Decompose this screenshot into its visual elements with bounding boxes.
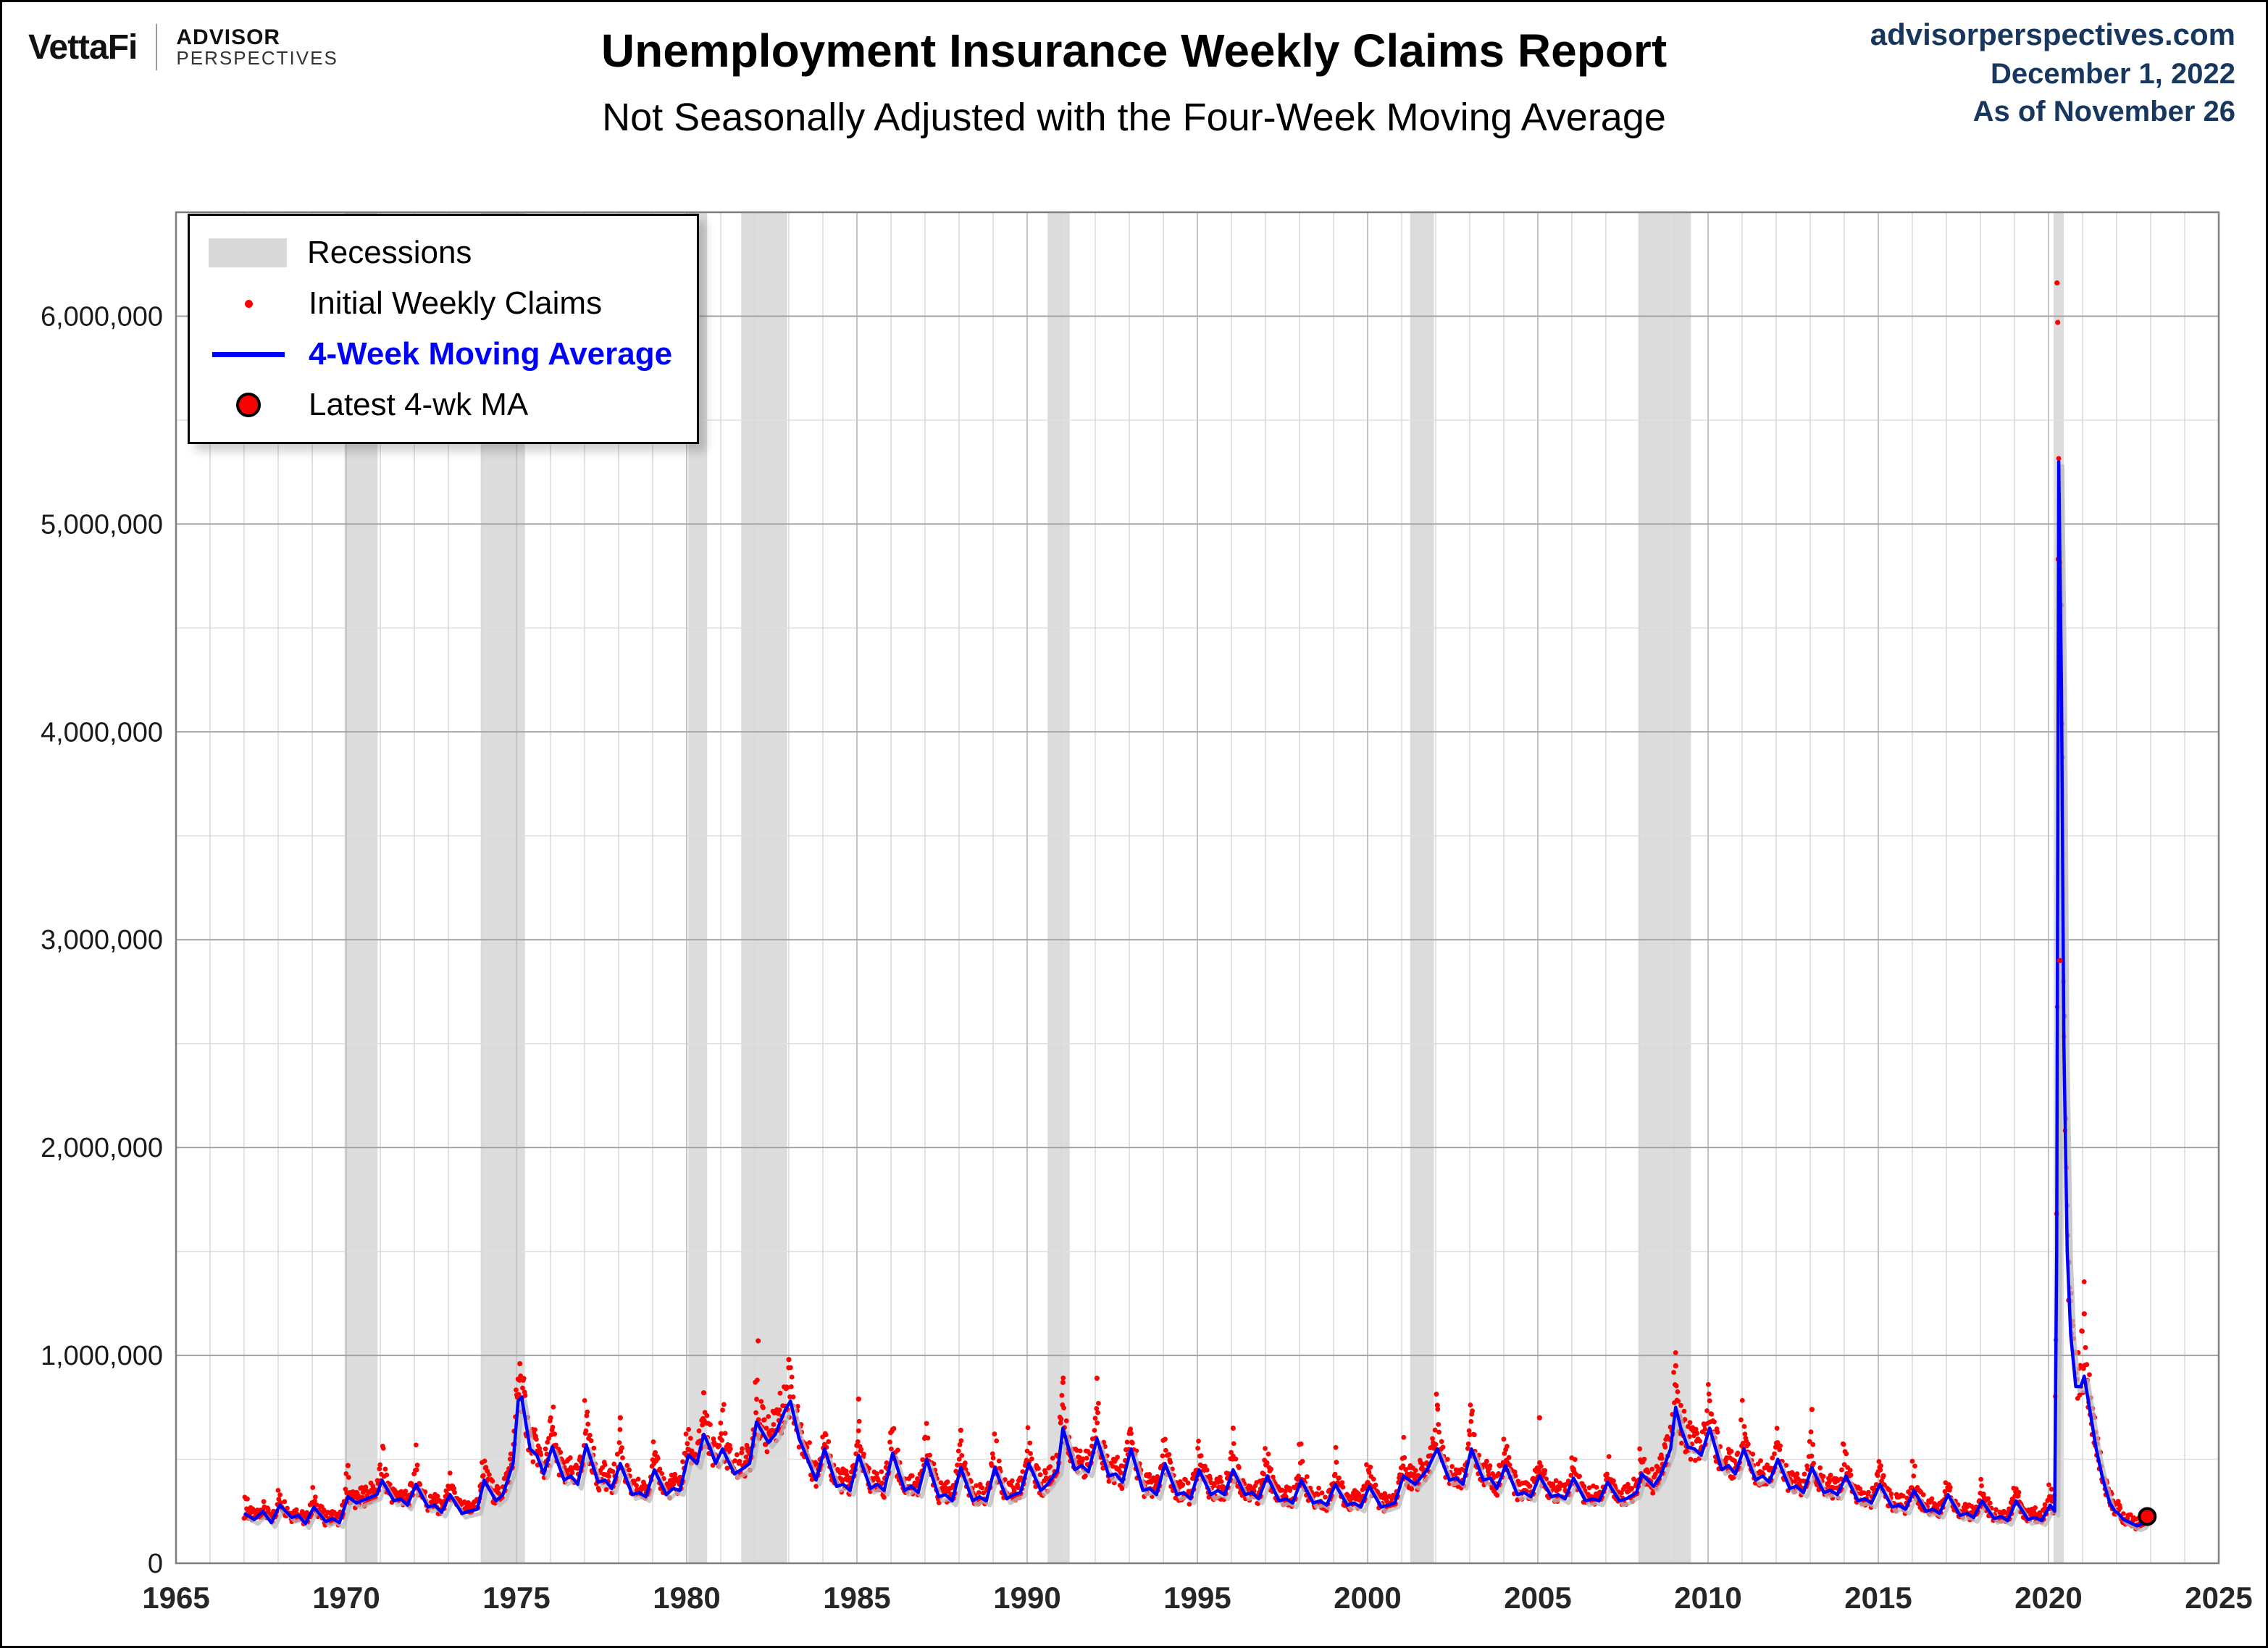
legend-label-latest-ma: Latest 4-wk MA xyxy=(309,387,529,422)
svg-text:1995: 1995 xyxy=(1163,1581,1231,1615)
legend-label-moving-average: 4-Week Moving Average xyxy=(309,336,673,372)
legend-item-recessions: Recessions xyxy=(209,227,672,278)
page-title: Unemployment Insurance Weekly Claims Rep… xyxy=(601,25,1667,77)
svg-text:2,000,000: 2,000,000 xyxy=(41,1133,163,1163)
svg-text:2000: 2000 xyxy=(1334,1581,1401,1615)
red-dot-icon xyxy=(209,299,288,308)
latest-dot-icon xyxy=(209,393,288,417)
svg-text:3,000,000: 3,000,000 xyxy=(41,925,163,955)
vettafi-logo: VettaFi xyxy=(28,28,138,67)
svg-text:1965: 1965 xyxy=(142,1581,209,1615)
svg-text:1990: 1990 xyxy=(993,1581,1060,1615)
svg-text:2010: 2010 xyxy=(1674,1581,1741,1615)
legend-item-initial-claims: Initial Weekly Claims xyxy=(209,278,672,329)
advisor-perspectives-logo: ADVISOR PERSPECTIVES xyxy=(176,26,338,69)
blue-line-icon xyxy=(209,351,288,357)
svg-text:2025: 2025 xyxy=(2185,1581,2252,1615)
svg-text:2015: 2015 xyxy=(1844,1581,1912,1615)
legend-label-recessions: Recessions xyxy=(307,235,472,270)
svg-text:1980: 1980 xyxy=(653,1581,720,1615)
svg-text:1985: 1985 xyxy=(823,1581,890,1615)
svg-text:1975: 1975 xyxy=(482,1581,550,1615)
source-site: advisorperspectives.com xyxy=(1870,17,2235,51)
legend-label-initial-claims: Initial Weekly Claims xyxy=(309,285,603,321)
svg-text:6,000,000: 6,000,000 xyxy=(41,301,163,332)
source-asof: As of November 26 xyxy=(1972,95,2235,127)
recession-swatch-icon xyxy=(209,238,287,267)
source-block: advisorperspectives.com December 1, 2022… xyxy=(1870,15,2235,130)
legend-item-moving-average: 4-Week Moving Average xyxy=(209,329,672,380)
advisor-perspectives-logo-bottom: PERSPECTIVES xyxy=(176,47,338,70)
svg-text:0: 0 xyxy=(148,1549,163,1579)
svg-text:2020: 2020 xyxy=(2014,1581,2082,1615)
legend-item-latest-ma: Latest 4-wk MA xyxy=(209,380,672,430)
chart-legend: Recessions Initial Weekly Claims 4-Week … xyxy=(188,214,700,444)
brand-divider xyxy=(156,24,158,70)
svg-text:1,000,000: 1,000,000 xyxy=(41,1341,163,1371)
brand-logos: VettaFi ADVISOR PERSPECTIVES xyxy=(28,24,338,70)
advisor-perspectives-logo-top: ADVISOR xyxy=(176,25,281,49)
svg-text:5,000,000: 5,000,000 xyxy=(41,509,163,540)
svg-text:1970: 1970 xyxy=(312,1581,380,1615)
svg-text:2005: 2005 xyxy=(1504,1581,1571,1615)
source-date: December 1, 2022 xyxy=(1990,57,2235,90)
svg-text:4,000,000: 4,000,000 xyxy=(41,717,163,748)
page-subtitle: Not Seasonally Adjusted with the Four-We… xyxy=(602,96,1666,139)
